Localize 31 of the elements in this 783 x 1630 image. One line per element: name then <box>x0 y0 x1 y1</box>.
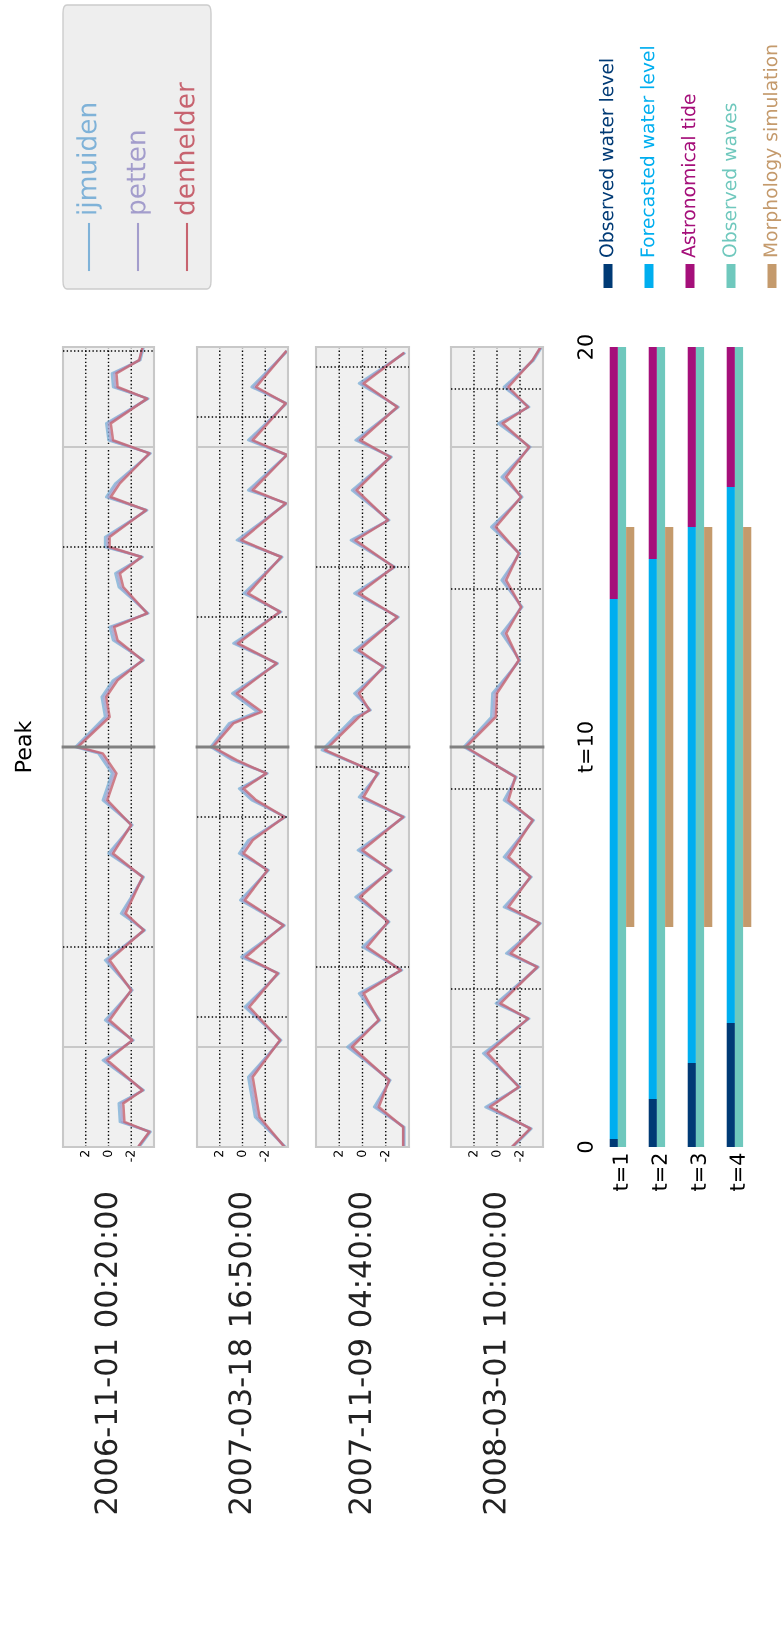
x-tick-label: -2 <box>259 1151 269 1162</box>
y-axis-title: 2007-03-18 16:50:00 <box>228 1193 252 1514</box>
text: Observed waves <box>721 103 737 257</box>
text: Astronomical tide <box>680 94 696 258</box>
x-tick-label: 2 <box>468 1151 478 1157</box>
x-tick-label: t=3 <box>690 1154 707 1191</box>
x-tick-label: t=2 <box>651 1154 667 1191</box>
y-axis-title: 2006-11-01 00:20:00 <box>94 1193 118 1514</box>
x-tick-label: 0 <box>236 1150 247 1157</box>
x-tick-label: 2 <box>79 1151 90 1157</box>
x-tick-label: 0 <box>102 1150 113 1157</box>
y-axis-title: 2007-11-09 04:40:00 <box>348 1193 372 1514</box>
y-axis-title: 2008-03-01 10:00:00 <box>482 1193 506 1514</box>
x-tick-label: 0 <box>356 1150 367 1157</box>
x-tick-label: -2 <box>125 1151 135 1162</box>
x-tick-label: 2 <box>213 1151 224 1157</box>
text: ijmuiden <box>76 104 102 214</box>
text: Morphology simulation <box>762 45 782 257</box>
x-tick-label: t=1 <box>612 1154 628 1191</box>
text: Peak <box>14 720 32 772</box>
y-tick-label: 20 <box>577 335 593 359</box>
y-tick-label: t=10 <box>577 722 593 773</box>
text: Observed water level <box>598 59 614 257</box>
text: petten <box>126 131 151 214</box>
x-tick-label: 2 <box>333 1151 343 1157</box>
x-tick-label: -2 <box>379 1151 390 1162</box>
text: denhelder <box>174 82 195 215</box>
x-tick-label: 0 <box>491 1150 501 1157</box>
x-tick-label: -2 <box>514 1151 524 1162</box>
text: Forecasted water level <box>639 47 655 257</box>
x-tick-label: t=4 <box>729 1153 745 1191</box>
